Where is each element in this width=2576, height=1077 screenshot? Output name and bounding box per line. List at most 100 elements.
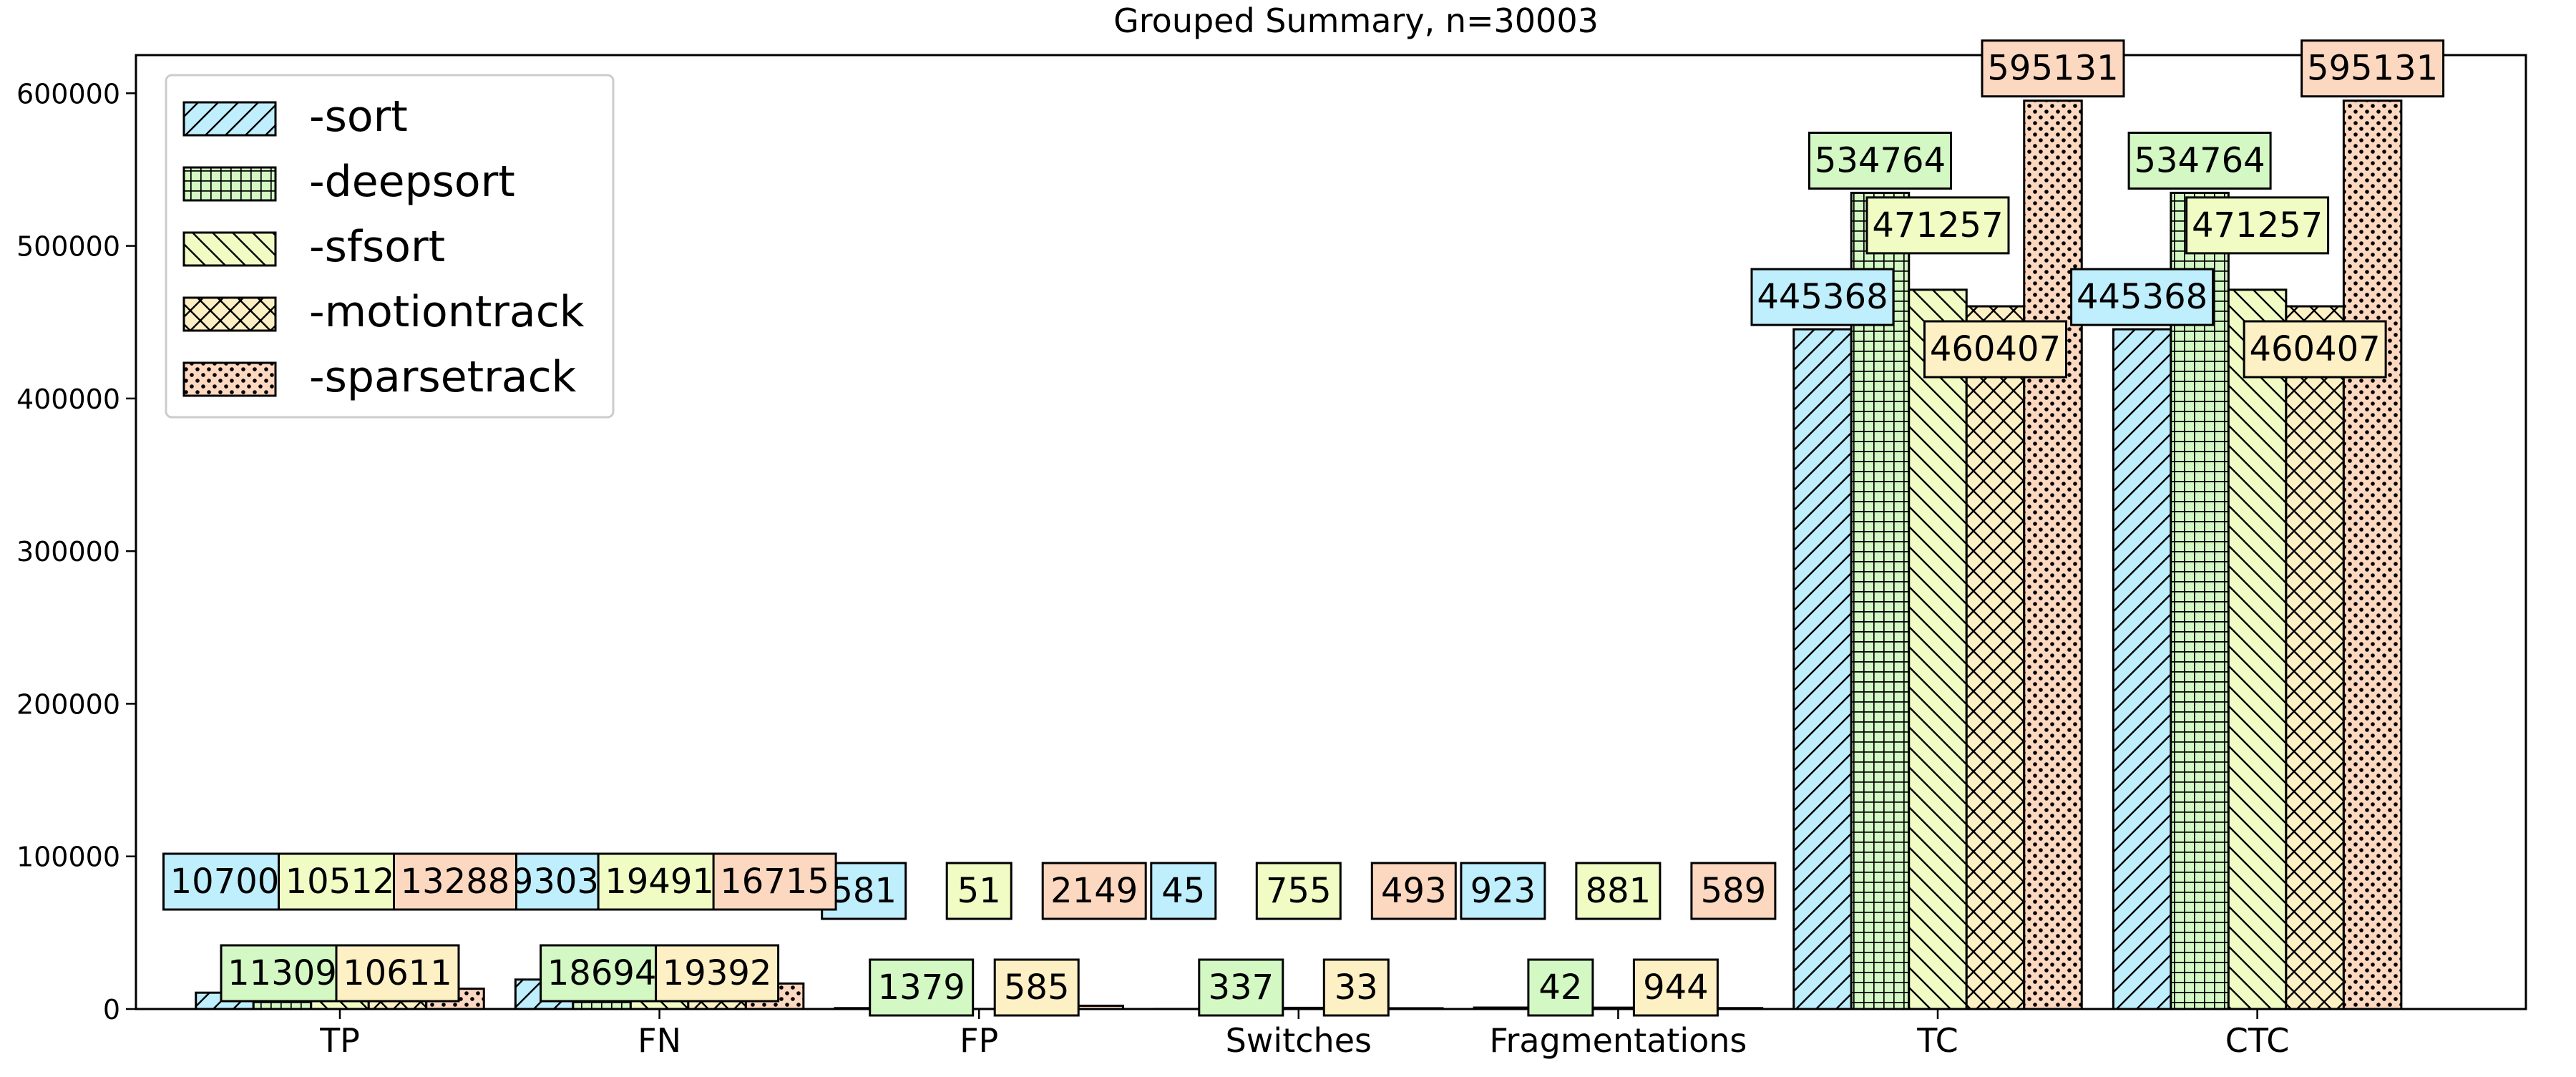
svg-text:10512: 10512	[286, 862, 395, 902]
data-label: 534764	[1810, 133, 1951, 189]
x-tick-label: FN	[638, 1021, 681, 1060]
legend-swatch	[184, 167, 275, 200]
legend-label: -sparsetrack	[309, 352, 577, 402]
legend-label: -sort	[309, 92, 408, 142]
y-tick-label: 500000	[16, 231, 120, 263]
svg-text:19392: 19392	[663, 953, 772, 993]
svg-text:460407: 460407	[2249, 329, 2380, 369]
bar-tc-sort	[1794, 329, 1852, 1009]
data-label: 534764	[2129, 133, 2270, 189]
bar-ctc-motiontrack	[2286, 306, 2344, 1009]
svg-text:585: 585	[1004, 968, 1070, 1008]
data-label: 1379	[870, 960, 973, 1015]
y-tick-label: 300000	[16, 536, 120, 567]
svg-text:581: 581	[831, 871, 897, 911]
svg-text:493: 493	[1381, 871, 1447, 911]
data-label: 460407	[1925, 321, 2067, 377]
data-label: 19392	[656, 945, 779, 1001]
data-label: 471257	[1867, 198, 2009, 253]
data-label: 881	[1576, 863, 1660, 919]
x-tick-label: CTC	[2225, 1021, 2290, 1060]
svg-text:2149: 2149	[1050, 871, 1138, 911]
x-tick-label: TC	[1916, 1021, 1958, 1060]
data-label: 51	[947, 863, 1011, 919]
data-label: 11309	[221, 945, 343, 1001]
x-tick-label: TP	[319, 1021, 360, 1060]
svg-text:10611: 10611	[343, 953, 452, 993]
data-label: 2149	[1043, 863, 1146, 919]
legend-label: -motiontrack	[309, 287, 585, 337]
x-tick-label: Switches	[1226, 1021, 1372, 1060]
svg-text:445368: 445368	[1757, 277, 1888, 317]
y-tick-label: 400000	[16, 384, 120, 415]
svg-text:42: 42	[1538, 968, 1582, 1008]
svg-text:337: 337	[1208, 968, 1274, 1008]
svg-text:534764: 534764	[2134, 141, 2265, 181]
svg-text:13288: 13288	[401, 862, 510, 902]
data-label: 589	[1692, 863, 1775, 919]
legend-swatch	[184, 102, 275, 135]
data-label: 10700	[164, 854, 286, 910]
y-tick-label: 100000	[16, 842, 120, 873]
svg-text:45: 45	[1161, 871, 1205, 911]
legend-swatch	[184, 233, 275, 265]
data-label: 10611	[336, 945, 459, 1001]
svg-text:18694: 18694	[547, 953, 657, 993]
x-tick-label: FP	[960, 1021, 998, 1060]
bar-tc-motiontrack	[1966, 306, 2024, 1009]
svg-text:923: 923	[1470, 871, 1536, 911]
data-label: 595131	[2302, 41, 2444, 97]
svg-text:595131: 595131	[2307, 49, 2438, 89]
bar-tc-sparsetrack	[2024, 101, 2082, 1009]
svg-text:11309: 11309	[228, 953, 337, 993]
svg-text:33: 33	[1335, 968, 1378, 1008]
bar-tc-sfsort	[1909, 290, 1967, 1009]
data-label: 45	[1151, 863, 1216, 919]
svg-text:471257: 471257	[2192, 205, 2323, 245]
data-label: 19491	[598, 854, 721, 910]
legend: -sort -deepsort -sfsort -motiontrack -sparse…	[166, 75, 613, 417]
svg-text:471257: 471257	[1872, 205, 2003, 245]
data-label: 16715	[713, 854, 836, 910]
svg-text:589: 589	[1701, 871, 1767, 911]
y-tick-label: 0	[103, 994, 120, 1025]
chart-title: Grouped Summary, n=30003	[1113, 1, 1599, 40]
x-tick-label: Fragmentations	[1489, 1021, 1747, 1060]
svg-text:881: 881	[1586, 871, 1652, 911]
svg-text:534764: 534764	[1815, 141, 1946, 181]
svg-text:460407: 460407	[1930, 329, 2061, 369]
svg-text:16715: 16715	[720, 862, 829, 902]
data-label: 18694	[541, 945, 663, 1001]
svg-text:1379: 1379	[878, 968, 965, 1008]
bar-ctc-sparsetrack	[2343, 101, 2401, 1009]
svg-text:51: 51	[957, 871, 1001, 911]
data-label: 460407	[2244, 321, 2386, 377]
data-label: 923	[1461, 863, 1545, 919]
legend-label: -sfsort	[309, 222, 445, 272]
data-label: 337	[1199, 960, 1283, 1015]
legend-swatch	[184, 298, 275, 331]
data-label: 10512	[279, 854, 401, 910]
data-label: 13288	[394, 854, 517, 910]
svg-text:445368: 445368	[2077, 277, 2207, 317]
svg-text:10700: 10700	[170, 862, 280, 902]
data-label: 755	[1257, 863, 1340, 919]
svg-text:595131: 595131	[1987, 49, 2118, 89]
data-label: 493	[1372, 863, 1455, 919]
data-label: 42	[1528, 960, 1593, 1015]
data-label: 585	[995, 960, 1078, 1015]
y-tick-label: 600000	[16, 78, 120, 109]
svg-text:755: 755	[1266, 871, 1332, 911]
data-label: 445368	[2072, 269, 2213, 325]
y-tick-label: 200000	[16, 688, 120, 720]
svg-text:944: 944	[1643, 968, 1709, 1008]
data-label: 944	[1634, 960, 1717, 1015]
data-label: 445368	[1752, 269, 1893, 325]
legend-label: -deepsort	[309, 157, 515, 207]
bar-ctc-sort	[2113, 329, 2171, 1009]
data-label: 33	[1324, 960, 1388, 1015]
data-label: 471257	[2187, 198, 2328, 253]
legend-swatch	[184, 363, 275, 396]
